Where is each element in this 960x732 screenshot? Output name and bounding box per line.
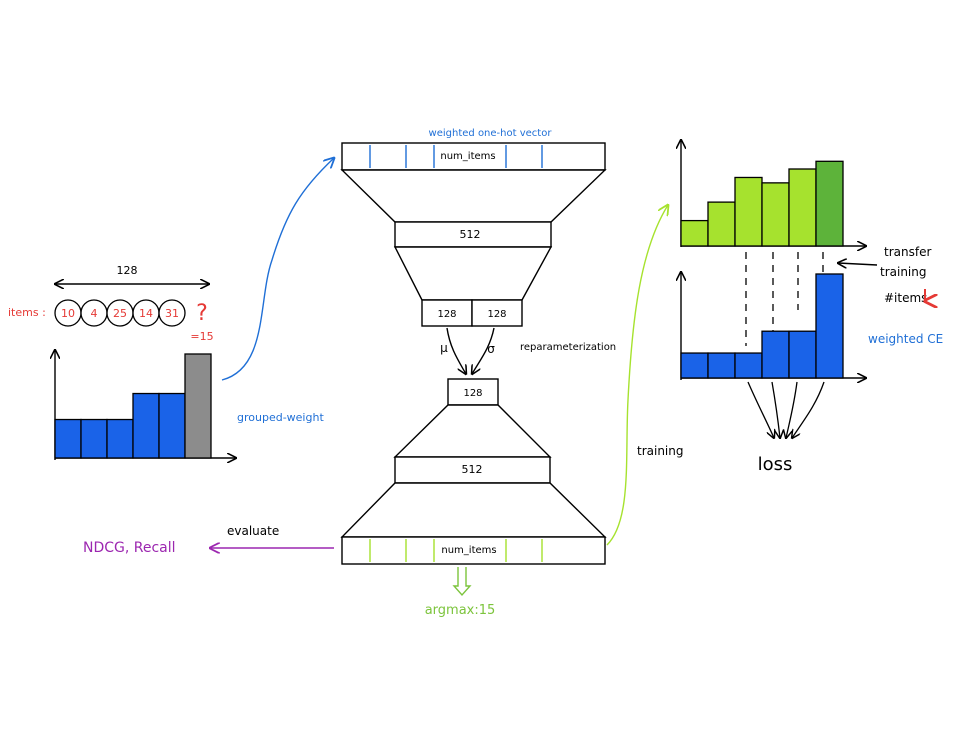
output-bar	[707, 201, 736, 247]
output-bar	[734, 176, 763, 247]
mu-box-label: 128	[437, 309, 456, 320]
training-label: training	[637, 444, 684, 458]
item-circle: 31	[158, 299, 186, 327]
metrics-label: NDCG, Recall	[83, 540, 176, 556]
mu-arrow	[446, 327, 466, 374]
item-id: 25	[113, 307, 127, 320]
weight-bar	[54, 418, 82, 459]
sigma-box	[471, 299, 523, 327]
decoder-funnel-2	[340, 482, 607, 538]
weight-bar	[132, 392, 160, 459]
weight-bar	[158, 392, 186, 459]
evaluate-label: evaluate	[227, 524, 279, 538]
training-arrow	[606, 205, 668, 546]
weighted-ce-bar	[734, 352, 763, 379]
argmax-arrow	[452, 567, 472, 597]
encoder-funnel-1	[340, 169, 607, 223]
item-id: 10	[61, 307, 75, 320]
output-bar	[788, 168, 817, 247]
loss-arrows	[747, 381, 825, 438]
output-bars	[680, 160, 844, 247]
argmax-label: argmax:15	[425, 603, 496, 618]
item-id: 4	[91, 307, 98, 320]
output-bar	[815, 160, 844, 247]
sigma-box-label: 128	[487, 309, 506, 320]
unknown-value: =15	[190, 330, 213, 343]
weight-bar	[184, 353, 212, 459]
encoder-funnel-2	[393, 246, 553, 301]
item-circle: 14	[132, 299, 160, 327]
mapping-dashes	[745, 252, 824, 346]
items-down-label: #items	[884, 291, 927, 305]
output-vector	[341, 536, 606, 565]
output-bar	[680, 219, 709, 247]
transfer-line-1: transfer	[884, 245, 931, 259]
mu-box	[421, 299, 473, 327]
item-circle: 25	[106, 299, 134, 327]
mu-symbol: μ	[440, 341, 448, 355]
item-circle: 4	[80, 299, 108, 327]
decoder-hidden	[394, 456, 551, 484]
latent-label: 128	[463, 388, 482, 399]
decoder-funnel-1	[393, 404, 552, 458]
right-panel: transfer training #items weighted CE los…	[681, 140, 943, 475]
weighted-ce-bar	[761, 330, 790, 379]
weighted-ce-label: weighted CE	[868, 332, 943, 346]
decoder-hidden-label: 512	[462, 463, 483, 476]
width-label: 128	[117, 264, 138, 277]
item-circles: 10 4 25 14 31	[54, 299, 186, 327]
encoder-hidden	[394, 221, 552, 248]
grouped-weight-bars	[54, 353, 212, 459]
encoder-hidden-label: 512	[460, 228, 481, 241]
sigma-symbol: σ	[487, 342, 495, 356]
item-circle: 10	[54, 299, 82, 327]
weighted-ce-bar	[680, 352, 709, 379]
items-label: items :	[8, 306, 46, 319]
weighted-ce-bars	[680, 273, 844, 379]
weighted-ce-bar	[815, 273, 844, 379]
left-panel: 128 items : 10 4 25 14 31 ? =15 grouped-weig…	[8, 158, 334, 460]
input-num-items: num_items	[440, 151, 495, 162]
loss-label: loss	[758, 454, 793, 475]
weight-bar	[106, 418, 134, 459]
input-vector-dividers	[369, 145, 543, 168]
input-caption: weighted one-hot vector	[429, 128, 553, 139]
transfer-arrow	[838, 263, 878, 265]
to-input-arrow	[221, 158, 334, 381]
output-vector-dividers	[369, 539, 543, 562]
item-id: 31	[165, 307, 179, 320]
output-num-items: num_items	[441, 545, 496, 556]
flows: evaluate NDCG, Recall training	[83, 205, 684, 556]
weight-bar	[80, 418, 108, 459]
input-vector	[341, 142, 606, 171]
vae-network: weighted one-hot vector num_items 512 12…	[340, 128, 616, 618]
grouped-weight-label: grouped-weight	[237, 411, 324, 424]
output-bar	[761, 182, 790, 247]
weighted-ce-bar	[707, 352, 736, 379]
sigma-arrow	[472, 327, 495, 374]
item-id: 14	[139, 307, 153, 320]
weighted-ce-bar	[788, 330, 817, 379]
latent-box	[447, 378, 499, 406]
transfer-line-2: training	[880, 265, 927, 279]
unknown-item: ?	[196, 301, 208, 326]
reparameterization-label: reparameterization	[520, 342, 616, 353]
